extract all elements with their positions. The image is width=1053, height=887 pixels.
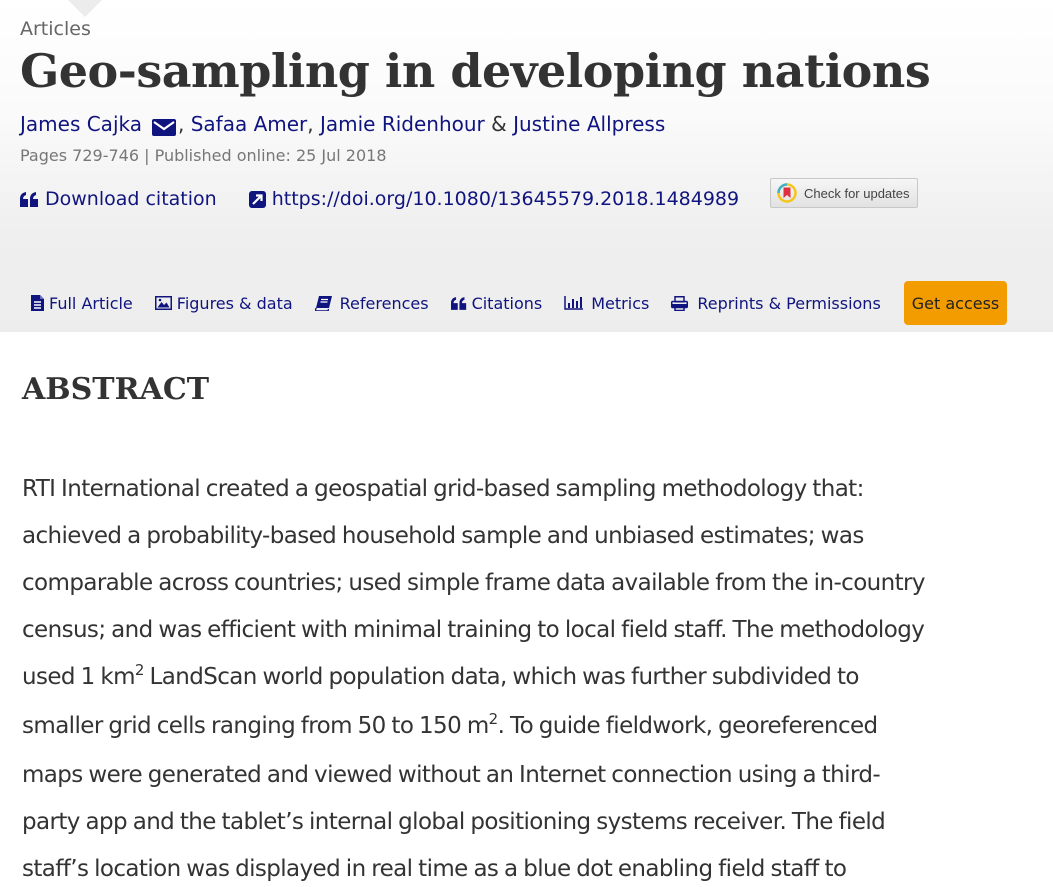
printer-icon — [671, 295, 689, 311]
author-link[interactable]: Safaa Amer — [190, 112, 308, 136]
abstract-line: smaller grid cells ranging from 50 to 15… — [22, 710, 878, 739]
tab-label: Metrics — [591, 293, 650, 313]
doi-link[interactable]: https://doi.org/10.1080/13645579.2018.14… — [248, 188, 740, 210]
citation-links: Download citation https://doi.org/10.108… — [20, 188, 739, 210]
quote-icon — [450, 296, 466, 310]
tab-references[interactable]: References — [314, 293, 429, 313]
publication-meta: Pages 729-746 | Published online: 25 Jul… — [20, 146, 387, 165]
article-tabs: Full Article Figures & data References C… — [31, 281, 903, 325]
abstract-line: achieved a probability-based household s… — [22, 523, 864, 549]
quote-icon — [20, 191, 38, 207]
crossmark-icon — [777, 183, 797, 203]
superscript: 2 — [488, 710, 499, 728]
get-access-button[interactable]: Get access — [904, 281, 1007, 325]
bar-chart-icon — [564, 296, 584, 310]
abstract-line: RTI International created a geospatial g… — [22, 476, 864, 502]
abstract-heading: ABSTRACT — [22, 372, 210, 407]
article-header: Articles Geo-sampling in developing nati… — [0, 0, 1053, 332]
author-separator: , — [177, 112, 185, 136]
abstract-line: used 1 km2 LandScan world population dat… — [22, 661, 860, 690]
author-separator: , — [307, 112, 314, 136]
abstract-text: RTI International created a geospatial g… — [22, 466, 1047, 887]
tab-label: References — [339, 293, 429, 313]
superscript: 2 — [134, 661, 145, 679]
author-link[interactable]: Jamie Ridenhour — [319, 112, 485, 136]
article-type: Articles — [20, 18, 91, 40]
abstract-line: maps were generated and viewed without a… — [22, 762, 881, 788]
author-separator: & — [491, 112, 507, 136]
caret-indicator — [68, 0, 102, 17]
abstract-line: census; and was efficient with minimal t… — [22, 617, 925, 643]
abstract-line: party app and the tablet’s internal glob… — [22, 809, 886, 835]
abstract-line: comparable across countries; used simple… — [22, 570, 926, 596]
tab-full-article[interactable]: Full Article — [31, 294, 133, 313]
tab-label: Figures & data — [176, 293, 293, 313]
tab-figures-data[interactable]: Figures & data — [154, 293, 293, 313]
book-icon — [314, 295, 332, 311]
tab-label: Citations — [471, 293, 543, 313]
article-title: Geo-sampling in developing nations — [20, 44, 931, 98]
document-icon — [31, 295, 44, 311]
download-citation-label: Download citation — [45, 188, 217, 210]
tab-reprints-permissions[interactable]: Reprints & Permissions — [671, 293, 881, 313]
external-link-icon — [248, 190, 266, 208]
download-citation-link[interactable]: Download citation — [20, 188, 217, 210]
tab-metrics[interactable]: Metrics — [564, 294, 649, 313]
tab-citations[interactable]: Citations — [450, 293, 543, 313]
envelope-icon[interactable] — [151, 117, 176, 136]
image-icon — [154, 296, 172, 310]
tab-label: Full Article — [49, 293, 133, 313]
abstract-line: staff’s location was displayed in real t… — [22, 856, 847, 882]
author-link[interactable]: James Cajka — [20, 112, 142, 136]
tab-label: Reprints & Permissions — [697, 293, 881, 313]
author-link[interactable]: Justine Allpress — [513, 112, 666, 136]
check-for-updates-label: Check for updates — [804, 185, 910, 201]
doi-label: https://doi.org/10.1080/13645579.2018.14… — [271, 188, 740, 210]
check-for-updates-button[interactable]: Check for updates — [770, 178, 918, 208]
author-list: James Cajka , Safaa Amer , Jamie Ridenho… — [20, 112, 665, 136]
